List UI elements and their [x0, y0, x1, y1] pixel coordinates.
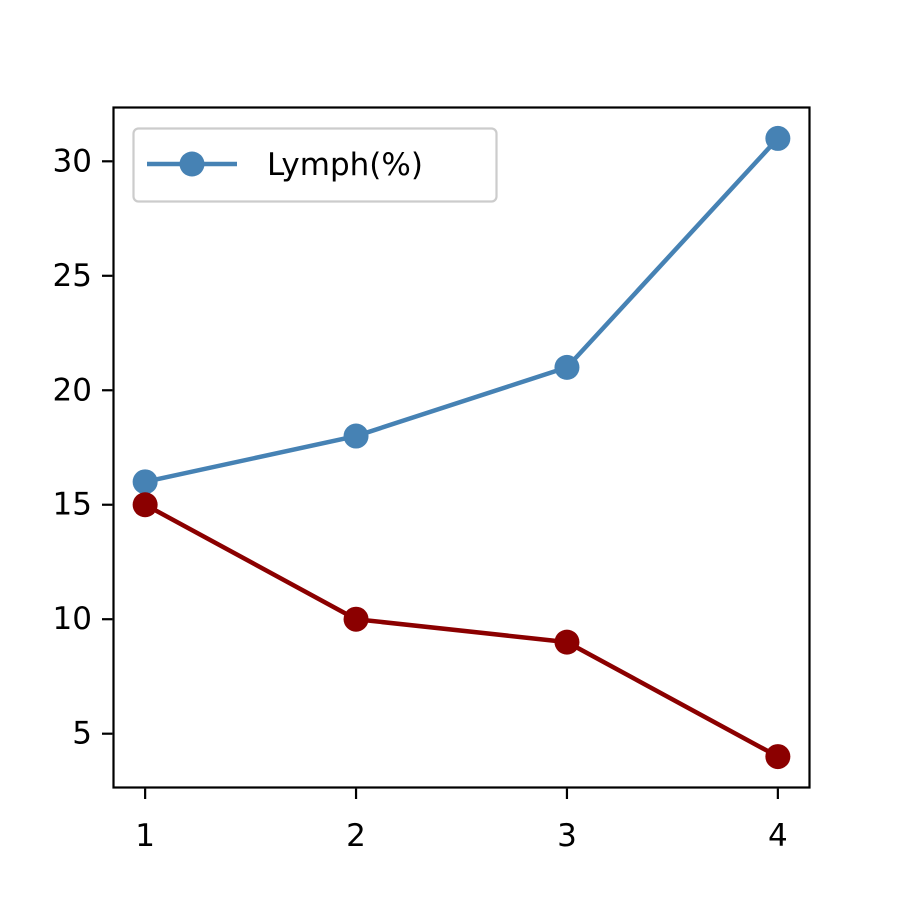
y-tick: 15 — [53, 487, 113, 523]
y-tick-label: 15 — [53, 487, 92, 523]
x-tick: 2 — [346, 788, 366, 854]
x-tick-label: 3 — [557, 818, 577, 854]
series-layer — [132, 125, 791, 770]
data-point — [132, 469, 158, 495]
x-tick-label: 2 — [346, 818, 366, 854]
legend-box — [132, 127, 498, 203]
y-tick-label: 10 — [53, 601, 92, 637]
data-point — [132, 492, 158, 518]
y-tick-label: 5 — [72, 716, 92, 752]
x-tick: 1 — [135, 788, 155, 854]
y-tick: 30 — [53, 143, 113, 179]
data-point — [343, 606, 369, 632]
y-tick: 5 — [72, 716, 113, 752]
plot-area: 1 2 3 4 5 10 — [53, 106, 811, 854]
y-tick-label: 20 — [53, 372, 92, 408]
x-tick: 3 — [557, 788, 577, 854]
x-tick-label: 1 — [135, 818, 155, 854]
x-tick: 4 — [768, 788, 788, 854]
data-point — [765, 125, 791, 151]
y-tick-label: 25 — [53, 258, 92, 294]
y-tick: 10 — [53, 601, 113, 637]
data-point — [554, 354, 580, 380]
x-axis: 1 2 3 4 — [135, 788, 788, 854]
series-line — [142, 501, 781, 760]
series-line — [142, 135, 782, 485]
y-tick: 20 — [53, 372, 113, 408]
y-tick: 25 — [53, 258, 113, 294]
data-point — [554, 629, 580, 655]
series-2 — [132, 492, 791, 770]
y-axis: 5 10 15 20 25 30 — [53, 143, 113, 752]
x-tick-label: 4 — [768, 818, 788, 854]
legend-marker-swatch — [179, 151, 205, 177]
y-tick-label: 30 — [53, 143, 92, 179]
series-1 — [132, 125, 791, 495]
axes-frame — [112, 106, 811, 789]
legend: Lymph(%) — [132, 127, 498, 203]
legend-label: Lymph(%) — [267, 147, 423, 183]
data-point — [343, 423, 369, 449]
data-point — [765, 744, 791, 770]
